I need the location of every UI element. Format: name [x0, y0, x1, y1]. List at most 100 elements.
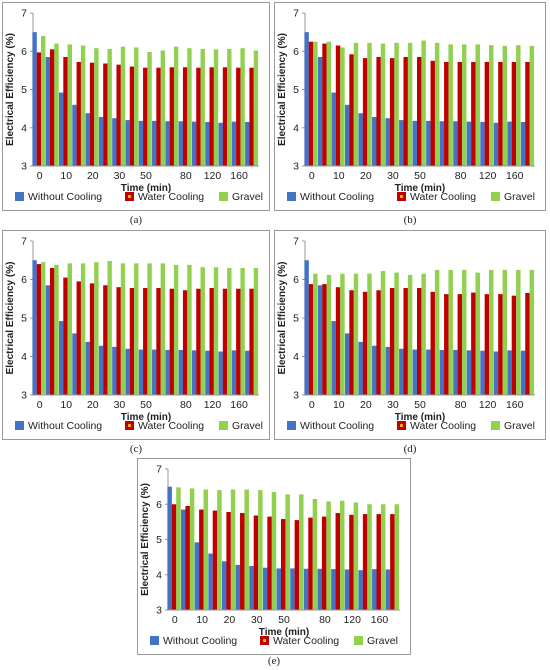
bar-without-cooling — [453, 121, 458, 166]
bar-without-cooling — [205, 122, 210, 166]
bar-gravel — [227, 48, 232, 166]
bar-without-cooling — [45, 56, 51, 166]
x-tick-label: 80 — [455, 399, 467, 411]
y-tick-label: 4 — [293, 351, 299, 363]
bar-without-cooling — [317, 285, 323, 395]
bar-water-cooling — [390, 514, 395, 610]
bar-without-cooling — [58, 92, 64, 166]
legend-swatch-dot — [127, 423, 132, 428]
legend-label-gravel: Gravel — [504, 420, 535, 432]
bar-gravel — [340, 273, 345, 395]
x-tick-label: 160 — [230, 399, 248, 411]
bar-without-cooling — [221, 561, 227, 610]
x-tick-label: 80 — [319, 614, 331, 626]
y-tick-label: 6 — [21, 274, 27, 286]
bar-water-cooling — [182, 290, 188, 395]
x-tick-label: 10 — [333, 170, 345, 182]
x-tick-label: 120 — [204, 170, 222, 182]
y-tick-label: 7 — [156, 464, 162, 476]
bar-water-cooling — [511, 295, 517, 395]
bar-without-cooling — [205, 350, 210, 395]
bar-without-cooling — [426, 120, 431, 166]
bar-gravel — [230, 489, 236, 610]
bar-gravel — [147, 52, 152, 167]
chart-panel-b: 3 4 5 6 7 Electrical Efficiency (%) 0 10 20 30 50 8… — [274, 2, 546, 211]
bar-water-cooling — [249, 67, 254, 166]
bar-without-cooling — [152, 120, 157, 166]
y-tick-label: 5 — [293, 84, 299, 96]
bar-water-cooling — [362, 514, 368, 610]
bar-without-cooling — [303, 568, 309, 610]
bar-without-cooling — [480, 122, 485, 166]
bar-without-cooling — [507, 121, 512, 166]
bar-gravel — [380, 43, 386, 166]
x-tick-label: 30 — [114, 170, 126, 182]
caption-a: (a) — [129, 214, 143, 226]
bar-water-cooling — [253, 515, 259, 610]
bar-gravel — [80, 45, 86, 167]
x-tick-label: 20 — [87, 170, 99, 182]
bar-without-cooling — [412, 120, 418, 166]
bar-without-cooling — [125, 348, 130, 395]
bar-water-cooling — [322, 284, 327, 395]
bar-gravel — [67, 44, 72, 167]
bar-without-cooling — [218, 122, 223, 166]
y-axis-label: Electrical Efficiency (%) — [5, 262, 16, 375]
bar-without-cooling — [358, 341, 363, 395]
bar-water-cooling — [226, 512, 231, 610]
bar-without-cooling — [520, 350, 526, 395]
x-tick-label: 20 — [360, 399, 372, 411]
bar-gravel — [313, 273, 318, 395]
bar-gravel — [217, 490, 222, 610]
legend-label-gravel: Gravel — [232, 191, 263, 203]
bar-gravel — [407, 274, 413, 395]
bar-without-cooling — [453, 349, 458, 395]
bar-gravel — [253, 267, 259, 395]
bar-water-cooling — [236, 67, 241, 166]
bar-without-cooling — [98, 345, 104, 395]
bar-without-cooling — [317, 56, 323, 166]
bar-without-cooling — [331, 569, 336, 610]
bar-gravel — [516, 45, 521, 166]
bar-gravel — [502, 45, 508, 166]
bar-without-cooling — [191, 121, 197, 166]
bar-without-cooling — [85, 341, 90, 395]
y-tick-label: 4 — [156, 569, 162, 581]
bar-without-cooling — [58, 321, 64, 395]
bar-water-cooling — [376, 290, 381, 395]
x-tick-label: 80 — [180, 399, 192, 411]
bar-water-cooling — [169, 67, 175, 166]
x-tick-label: 80 — [455, 170, 467, 182]
bar-without-cooling — [245, 122, 250, 166]
bar-water-cooling — [484, 294, 490, 395]
bar-gravel — [41, 262, 46, 395]
x-tick-label: 50 — [414, 170, 426, 182]
bar-water-cooling — [212, 510, 218, 610]
bar-without-cooling — [466, 121, 472, 166]
bar-gravel — [240, 267, 245, 395]
bar-water-cooling — [36, 264, 42, 395]
y-tick-label: 6 — [293, 46, 299, 58]
legend-label-without-cooling: Without Cooling — [300, 191, 374, 203]
bar-water-cooling — [308, 284, 314, 395]
bar-water-cooling — [389, 58, 395, 166]
bar-without-cooling — [399, 120, 404, 166]
bar-without-cooling — [385, 118, 391, 166]
bar-water-cooling — [444, 61, 449, 166]
bar-gravel — [147, 263, 152, 395]
bar-water-cooling — [349, 290, 354, 395]
bar-water-cooling — [525, 292, 530, 395]
y-tick-label: 5 — [156, 534, 162, 546]
bar-water-cooling — [63, 277, 68, 395]
y-tick-label: 5 — [293, 313, 299, 325]
bar-gravel — [367, 273, 372, 395]
legend-label-gravel: Gravel — [504, 191, 535, 203]
bar-water-cooling — [129, 287, 135, 395]
bar-gravel — [244, 489, 249, 610]
bar-gravel — [421, 273, 426, 395]
bar-water-cooling — [116, 64, 121, 166]
caption-c: (c) — [129, 443, 143, 455]
bar-gravel — [173, 264, 179, 395]
bar-gravel — [134, 47, 139, 166]
x-tick-label: 10 — [196, 614, 208, 626]
